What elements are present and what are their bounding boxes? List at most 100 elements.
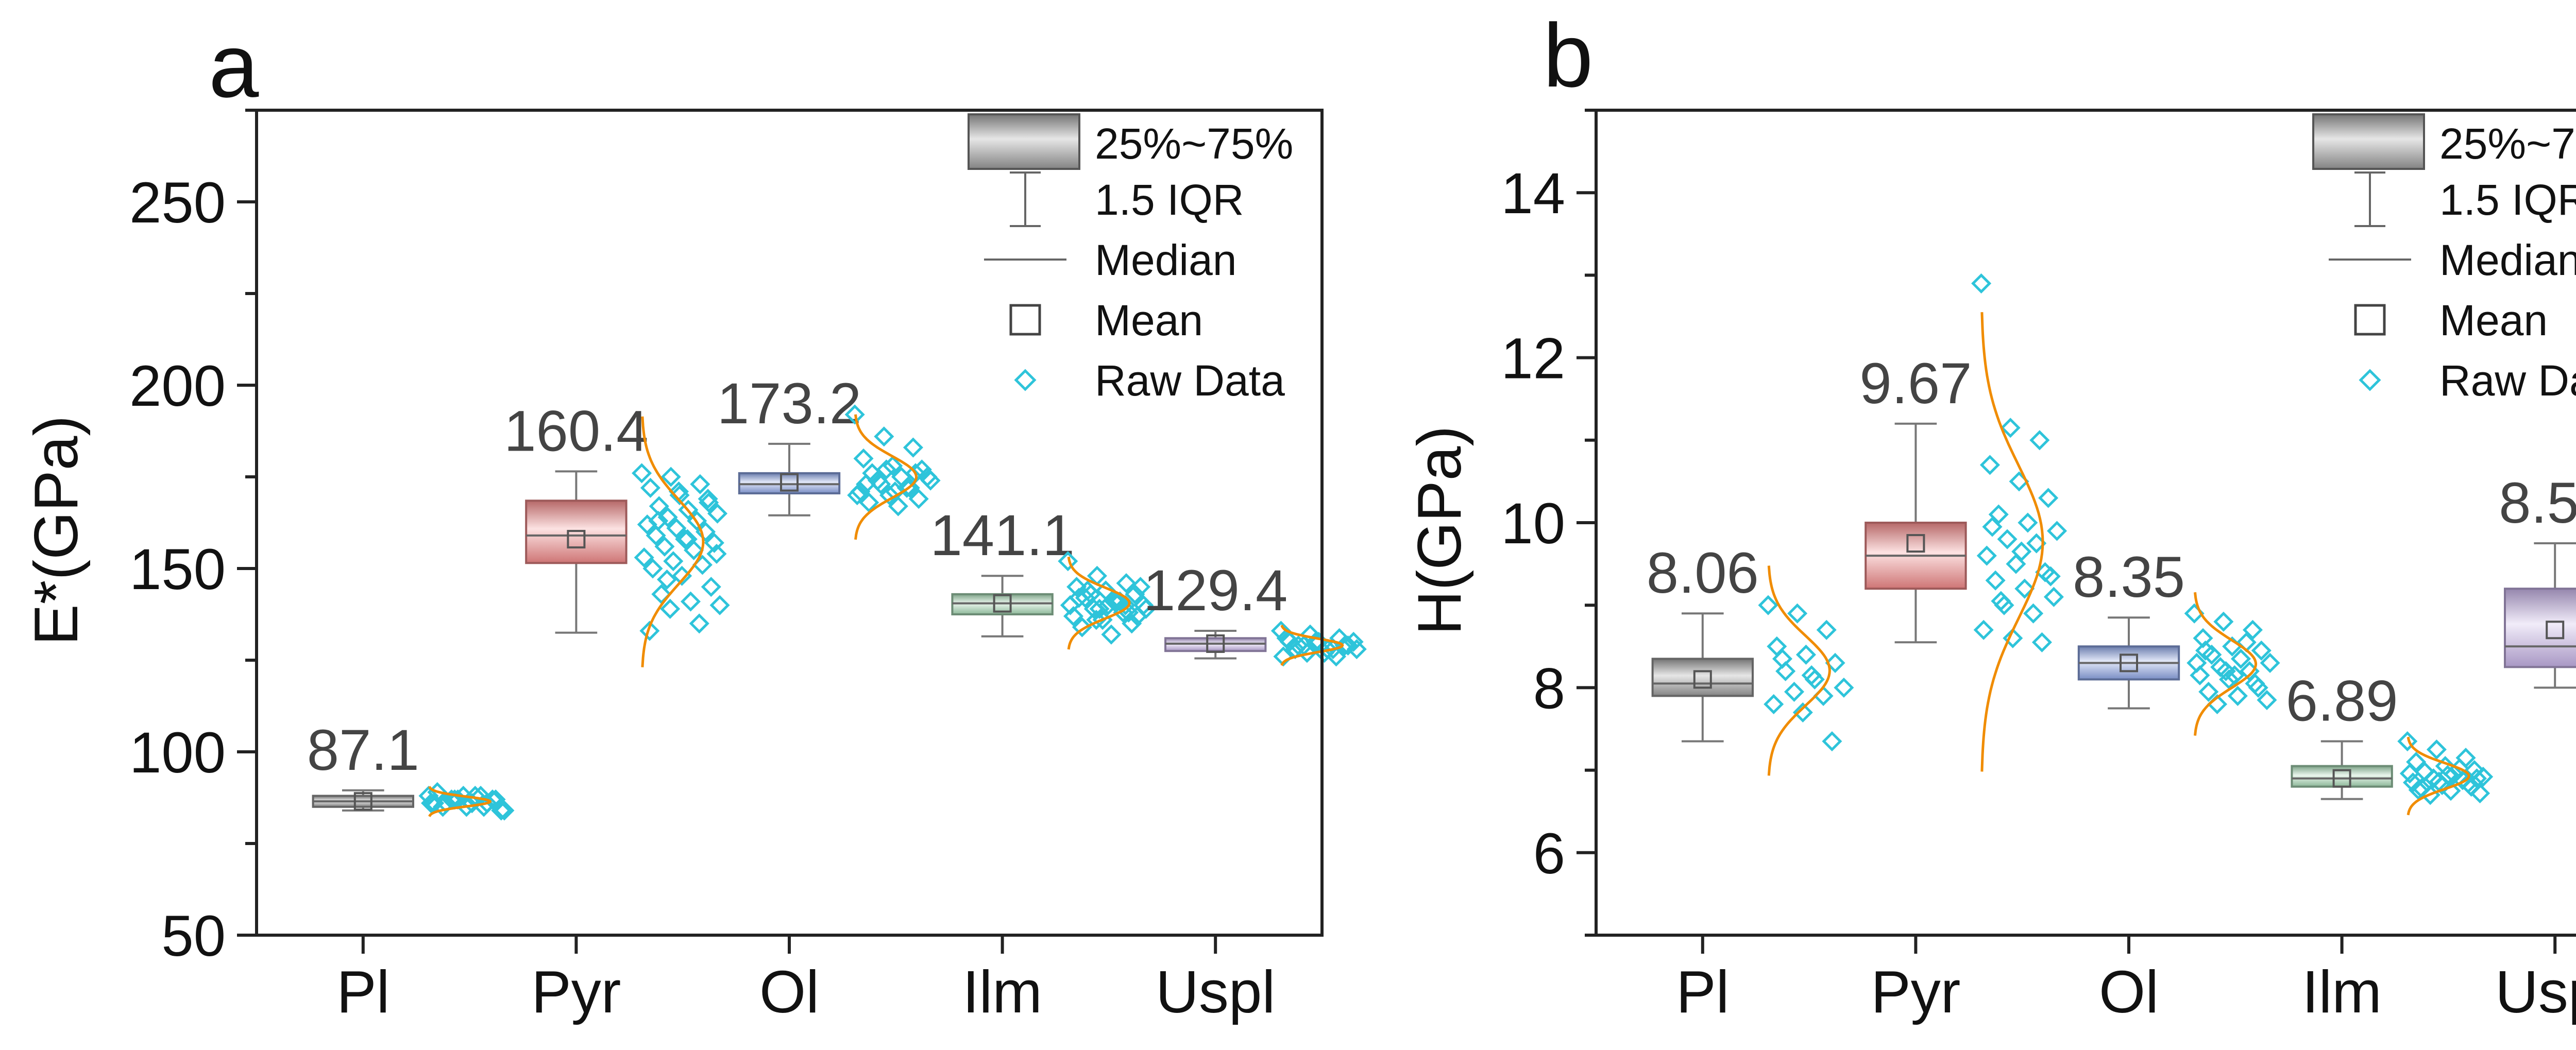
panel-b-raw-point	[1976, 545, 1997, 566]
panel-b-raw-point	[1973, 619, 1994, 640]
panel-b-raw-point	[1988, 504, 2009, 525]
panel-a-raw-point	[648, 510, 669, 531]
panel-b-raw-point	[2473, 766, 2494, 787]
panel-a-raw-point	[1089, 598, 1110, 619]
panel-b-raw-point	[1997, 529, 2018, 549]
panel-a-normal-curve	[641, 416, 705, 667]
panel-a-legend-median-label: Median	[1095, 236, 1237, 284]
panel-b-legend-mean-symbol	[2354, 304, 2386, 336]
panel-a-raw-point	[853, 448, 874, 469]
panel-a-raw-point	[639, 621, 660, 641]
panel-b-raw-point	[2257, 690, 2277, 710]
panel-a-raw-point	[1058, 551, 1078, 572]
panel-b-legend-median-label: Median	[2439, 236, 2576, 284]
panel-a-raw-point	[660, 598, 681, 619]
panel-a-raw-point	[706, 543, 727, 564]
panel-b-raw-point	[1971, 273, 1992, 294]
panel-b-raw-point	[1795, 644, 1816, 665]
panel-a-legend-iqr-symbol	[1010, 171, 1041, 227]
panel-b-raw-point	[1764, 694, 1784, 714]
panel-b-x-tick-label: Pyr	[1871, 958, 1960, 1025]
panel-a-raw-point	[885, 481, 905, 502]
panel-b-x-tick-label: Ilm	[2302, 958, 2382, 1025]
panel-b-legend-raw-label: Raw Data	[2439, 356, 2576, 405]
panel-b-legend: 25%~75% 1.5 IQR Median Mean Raw Data	[2312, 113, 2576, 405]
panel-a-raw-point	[874, 426, 894, 447]
panel-a-raw-point	[900, 477, 920, 498]
panel-b-raw-point	[2190, 665, 2210, 685]
panel-a-y-tick-label: 50	[161, 904, 226, 968]
panel-b-raw-point	[2397, 731, 2418, 752]
panel-a-mean-label-pyr: 160.4	[504, 399, 648, 463]
panel-a-legend-box-label: 25%~75%	[1095, 119, 1293, 168]
panel-b-raw-point	[2031, 632, 2052, 652]
panel-b-box-uspl	[2504, 588, 2576, 668]
panel-b-mean-marker	[2120, 653, 2138, 673]
panel-b-y-tick-label: 8	[1533, 656, 1565, 720]
panel-a-legend: 25%~75% 1.5 IQR Median Mean Raw Data	[968, 113, 1293, 405]
panel-a-normal-curve	[1067, 556, 1131, 650]
panel-a-raw-point	[666, 518, 687, 539]
panel-b-raw-point	[2046, 521, 2067, 541]
panel-b-raw-point	[1979, 455, 2000, 475]
panel-b-raw-point	[1813, 685, 1834, 706]
panel-a-raw-point	[677, 529, 698, 549]
panel-a-raw-point	[1276, 628, 1297, 648]
panel-b-normal-curve	[2406, 736, 2470, 816]
panel-b-raw-point	[2195, 640, 2216, 661]
panel-b-mean-marker	[1693, 670, 1712, 689]
panel-b: b H(GPa) 6 8 10 12 14 Pl Pyr Ol Ilm Uspl 8.06 9.67 8…	[1405, 6, 2576, 1025]
panel-a-raw-point	[687, 510, 707, 531]
panel-b-raw-point	[2260, 652, 2280, 673]
panel-b-raw-point	[1991, 591, 2011, 611]
panel-a-mean-label-uspl: 129.4	[1143, 558, 1287, 623]
panel-a-raw-point	[876, 459, 896, 480]
panel-b-raw-point	[2198, 681, 2219, 702]
panel-b-raw-point	[2038, 488, 2059, 508]
panel-a-raw-point	[1077, 580, 1098, 601]
panel-b-raw-point	[2224, 665, 2245, 685]
panel-b-label: b	[1543, 6, 1593, 106]
panel-a-raw-point	[847, 485, 868, 506]
panel-a-raw-point	[689, 613, 709, 634]
panel-b-x-tick-label: Uspl	[2495, 958, 2576, 1025]
panel-b-mean-marker	[1906, 534, 1925, 553]
panel-a-raw-point	[634, 547, 654, 568]
panel-a-raw-point	[640, 477, 660, 498]
panel-b-raw-point	[2399, 763, 2420, 784]
panel-b-normal-curve	[1980, 312, 2044, 772]
panel-a-raw-point	[709, 595, 730, 615]
panel-a-raw-point	[704, 532, 724, 553]
panel-a-raw-point	[663, 551, 684, 572]
panel-a-legend-mean-symbol	[1009, 304, 1041, 336]
panel-b-raw-point	[2426, 739, 2447, 760]
panel-a-raw-point	[654, 536, 675, 557]
panel-b-normal-curve	[1767, 565, 1831, 776]
panel-a-normal-curve	[428, 786, 492, 817]
panel-b-raw-point	[2242, 619, 2263, 640]
panel-b-raw-point	[1982, 517, 2003, 537]
panel-a-raw-point	[1098, 595, 1118, 615]
panel-b-mean-marker	[2546, 621, 2565, 640]
panel-a-raw-point	[844, 404, 865, 425]
panel-a-raw-point	[657, 507, 678, 527]
panel-a-label: a	[209, 16, 259, 116]
panel-b-raw-point	[1758, 595, 1778, 615]
panel-b-raw-point	[2201, 644, 2222, 665]
panel-b-raw-point	[1985, 570, 2006, 591]
panel-a-y-axis-title: E*(GPa)	[22, 416, 91, 646]
panel-a-raw-point	[859, 492, 879, 513]
panel-a-y-tick-label: 150	[129, 537, 226, 601]
panel-b-x-tick-label: Pl	[1676, 958, 1729, 1025]
panel-a-normal-curve	[854, 414, 918, 540]
panel-b-raw-point	[2444, 764, 2464, 785]
panel-a-raw-point	[856, 474, 876, 494]
panel-a-raw-point	[651, 584, 672, 605]
panel-a-y-tick-label: 250	[129, 170, 226, 235]
panel-a-raw-point	[657, 569, 677, 590]
panel-b-y-tick-label: 12	[1501, 326, 1565, 391]
panel-a-mean-marker	[353, 792, 372, 811]
panel-a-raw-point	[494, 800, 515, 821]
panel-a-raw-point	[690, 474, 710, 494]
panel-b-raw-point	[2014, 578, 2035, 599]
